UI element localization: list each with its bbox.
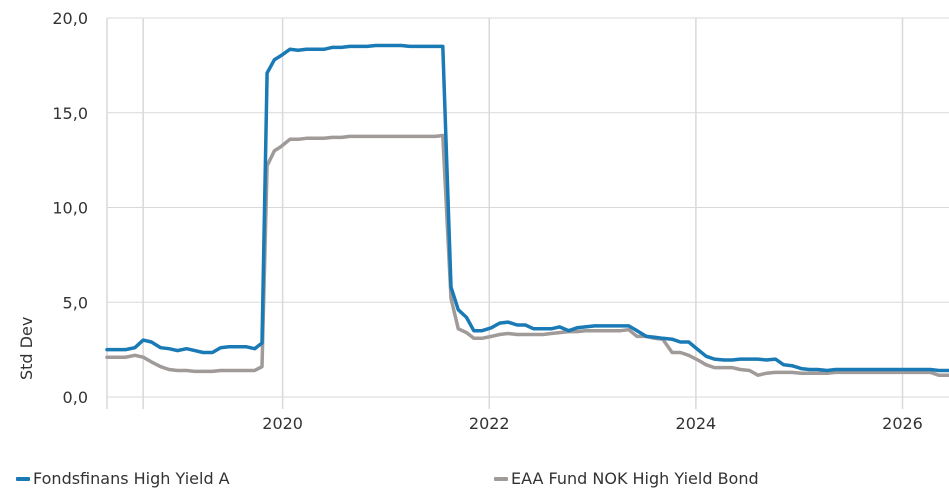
grid-lines [106,17,949,409]
line-chart: 0,0 5,0 10,0 15,0 20,0 2020 2022 2024 2026 Std D… [17,9,949,433]
y-tick-label: 5,0 [63,293,88,312]
series-line-0 [105,43,949,373]
series-lines [105,43,949,377]
legend-label-fondsfinans: Fondsfinans High Yield A [33,468,230,488]
legend-swatch-fondsfinans [16,477,30,481]
y-tick-label: 0,0 [63,388,88,407]
series-line-1 [105,133,949,377]
legend: Fondsfinans High Yield A EAA Fund NOK Hi… [0,464,949,492]
legend-swatch-eaa-fund [494,477,508,481]
legend-label-eaa-fund: EAA Fund NOK High Yield Bond [511,468,759,488]
tick-labels: 0,0 5,0 10,0 15,0 20,0 2020 2022 2024 2026 [52,9,922,433]
x-tick-label: 2024 [676,414,717,433]
x-tick-label: 2022 [469,414,510,433]
legend-item-eaa-fund[interactable]: EAA Fund NOK High Yield Bond [494,464,759,492]
x-tick-label: 2026 [882,414,923,433]
y-tick-label: 10,0 [52,199,88,218]
y-tick-label: 15,0 [52,104,88,123]
x-tick-label: 2020 [262,414,303,433]
y-axis-title: Std Dev [17,317,36,380]
legend-item-fondsfinans[interactable]: Fondsfinans High Yield A [16,464,230,492]
y-tick-label: 20,0 [52,9,88,28]
